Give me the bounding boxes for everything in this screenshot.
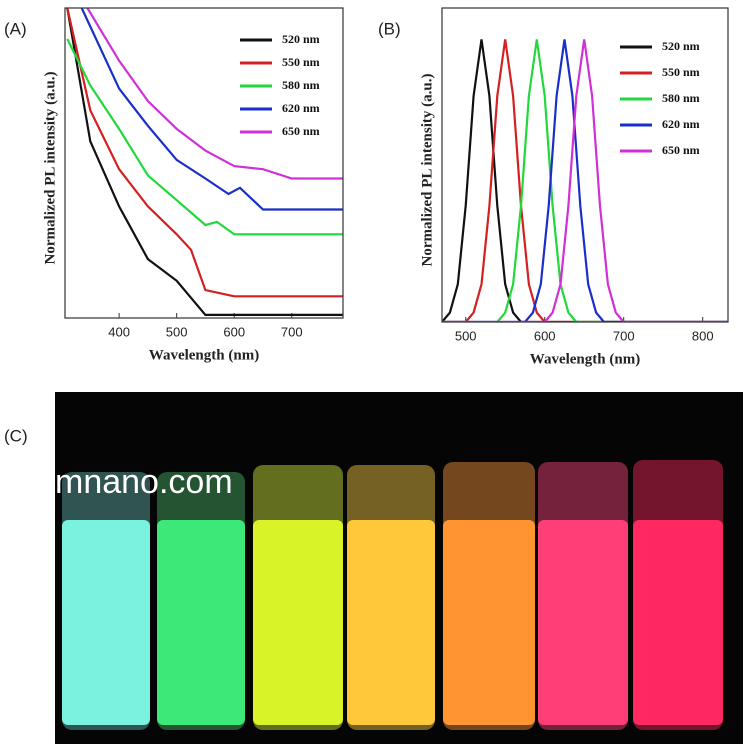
x-tick-label: 500 xyxy=(455,328,477,343)
series-line xyxy=(442,39,728,322)
vial-liquid xyxy=(253,520,343,725)
plot-frame xyxy=(441,7,729,323)
series-line xyxy=(66,38,343,236)
panel-label: (B) xyxy=(378,19,401,38)
legend-label: 580 nm xyxy=(282,78,320,92)
vial-liquid xyxy=(633,520,723,725)
series-lines xyxy=(66,8,343,316)
x-axis-label: Wavelength (nm) xyxy=(149,347,259,363)
vial-liquid xyxy=(62,520,150,725)
legend-label: 520 nm xyxy=(662,39,700,53)
legend-label: 650 nm xyxy=(662,143,700,157)
panel-label: (A) xyxy=(4,19,27,38)
series-line xyxy=(86,8,343,180)
legend-label: 650 nm xyxy=(282,124,320,138)
vial-liquid xyxy=(538,520,628,725)
vial-liquid xyxy=(157,520,245,725)
watermark: mnano.com xyxy=(55,463,233,501)
series-line xyxy=(442,39,728,322)
series-line xyxy=(442,39,728,322)
y-axis-label: Normalized PL intensity (a.u.) xyxy=(42,72,58,265)
legend-label: 550 nm xyxy=(282,55,320,69)
x-tick-label: 600 xyxy=(223,324,245,339)
x-tick-label: 500 xyxy=(166,324,188,339)
series-line xyxy=(442,39,728,322)
series-line xyxy=(66,8,343,298)
x-tick-label: 400 xyxy=(108,324,130,339)
chart: (A) 400 500 600 700 Wavelength (nm) Normalized… xyxy=(4,7,344,363)
chart: (B) 500 600 700 800 Wavelength (nm) Normalized… xyxy=(378,7,729,367)
legend-label: 520 nm xyxy=(282,32,320,46)
series-line xyxy=(442,39,728,322)
legend-label: 550 nm xyxy=(662,65,700,79)
x-tick-label: 800 xyxy=(692,328,714,343)
series-lines xyxy=(442,39,728,322)
legend-label: 620 nm xyxy=(282,101,320,115)
x-tick-label: 600 xyxy=(534,328,556,343)
legend-label: 580 nm xyxy=(662,91,700,105)
vial-liquid xyxy=(347,520,435,725)
vial-liquid xyxy=(443,520,535,725)
legend-label: 620 nm xyxy=(662,117,700,131)
photo: mnano.com xyxy=(55,392,743,744)
panel-label: (C) xyxy=(4,426,28,445)
x-tick-label: 700 xyxy=(613,328,635,343)
plot-frame xyxy=(64,7,344,319)
series-line xyxy=(66,8,343,316)
series-line xyxy=(80,8,343,211)
x-tick-label: 700 xyxy=(281,324,303,339)
x-axis-label: Wavelength (nm) xyxy=(530,351,640,367)
vials xyxy=(62,460,723,730)
y-axis-label: Normalized PL intensity (a.u.) xyxy=(419,74,435,267)
